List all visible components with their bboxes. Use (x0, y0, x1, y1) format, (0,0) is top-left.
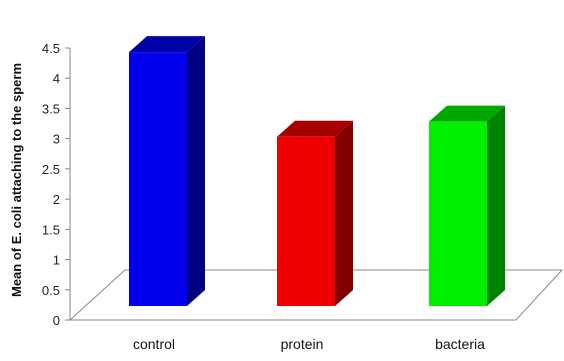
bar-front-control (129, 52, 187, 307)
bar-side-control (187, 36, 205, 307)
y-tick-label: 2.5 (42, 162, 60, 177)
bar-top-protein (277, 120, 353, 137)
y-tick-label: 4 (53, 71, 60, 86)
bar-control (129, 36, 205, 307)
y-tick-label: 0.5 (42, 283, 60, 298)
bar-top-control (129, 36, 205, 53)
y-tick-label: 3.5 (42, 101, 60, 116)
bar-side-bacteria (487, 105, 505, 307)
bar-front-bacteria (429, 121, 487, 307)
bar-bacteria (429, 105, 505, 307)
x-category-label: protein (281, 336, 324, 352)
y-tick-label: 4.5 (42, 41, 60, 56)
y-axis-title: Mean of E. coli attaching to the sperm (9, 63, 24, 297)
bar-front-protein (277, 136, 335, 306)
x-category-label: bacteria (435, 336, 485, 352)
x-category-label: control (133, 336, 175, 352)
y-tick-label: 0 (53, 313, 60, 328)
bar-protein (277, 120, 353, 306)
bar-side-protein (335, 120, 353, 306)
y-tick-label: 3 (53, 132, 60, 147)
y-tick-label: 2 (53, 192, 60, 207)
bar-top-bacteria (429, 105, 505, 122)
y-tick-label: 1.5 (42, 222, 60, 237)
y-tick-label: 1 (53, 253, 60, 268)
